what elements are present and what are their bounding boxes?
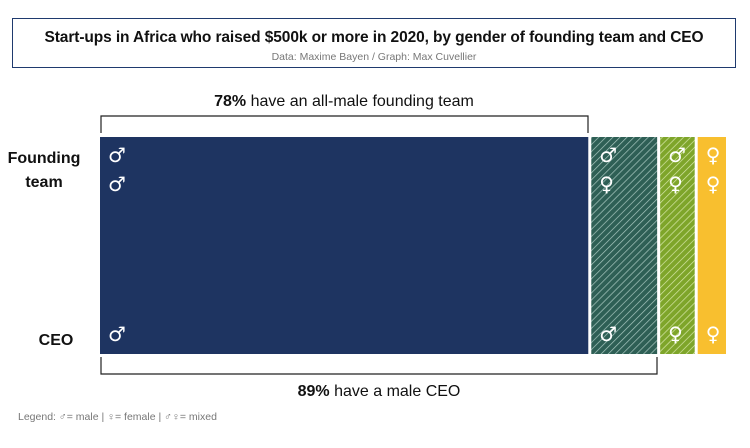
segment-1-founder-symbol-2: ♂	[108, 172, 126, 196]
segment-2-founder-symbol-1: ♂	[599, 143, 617, 167]
top-annotation-percent: 78%	[214, 93, 246, 110]
segment-3-ceo-symbol: ♀	[668, 322, 683, 346]
segment-1-ceo-symbol: ♂	[108, 322, 126, 346]
top-annotation: 78% have an all-male founding team	[214, 93, 474, 110]
chart-subtitle: Data: Maxime Bayen / Graph: Max Cuvellie…	[271, 51, 477, 63]
gender-symbols: ♂ ♂ ♂ ♂ ♀ ♂ ♂ ♀ ♀ ♀ ♀ ♀	[108, 143, 720, 346]
segment-1	[100, 137, 589, 354]
top-annotation-text: have an all-male founding team	[246, 93, 474, 110]
segment-3	[660, 137, 695, 354]
bottom-annotation: 89% have a male CEO	[298, 383, 461, 400]
segment-2	[591, 137, 658, 354]
segment-2-ceo-symbol: ♂	[599, 322, 617, 346]
chart-title: Start-ups in Africa who raised $500k or …	[44, 29, 704, 46]
bottom-annotation-text: have a male CEO	[330, 383, 461, 400]
segment-4-founder-symbol-2: ♀	[706, 172, 721, 196]
segment-4	[697, 137, 726, 354]
segment-3-founder-symbol-1: ♂	[668, 143, 686, 167]
row-label-founding-line2: team	[25, 174, 62, 191]
bottom-annotation-percent: 89%	[298, 383, 330, 400]
row-label-founding-line1: Founding	[8, 150, 81, 167]
segment-1-founder-symbol-1: ♂	[108, 143, 126, 167]
bottom-bracket	[100, 357, 658, 375]
row-label-ceo: CEO	[39, 332, 74, 349]
top-bracket	[100, 115, 589, 133]
legend: Legend: ♂= male | ♀= female | ♂♀= mixed	[18, 411, 217, 423]
segment-3-founder-symbol-2: ♀	[668, 172, 683, 196]
segment-4-founder-symbol-1: ♀	[706, 143, 721, 167]
bar-segments	[100, 137, 726, 354]
segment-4-ceo-symbol: ♀	[706, 322, 721, 346]
title-box: Start-ups in Africa who raised $500k or …	[12, 18, 736, 68]
segment-2-founder-symbol-2: ♀	[599, 172, 614, 196]
